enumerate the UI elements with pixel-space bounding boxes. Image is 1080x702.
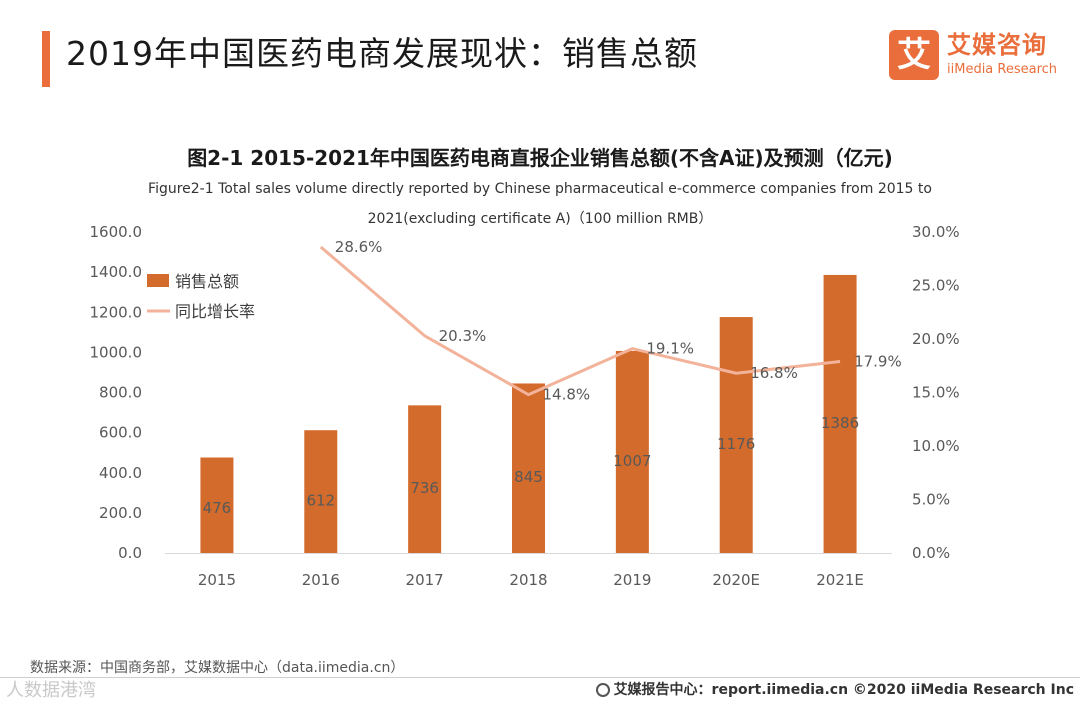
footer-credit-text: 艾媒报告中心：report.iimedia.cn ©2020 iiMedia R… xyxy=(613,682,1074,698)
watermark: 人数据港湾 xyxy=(6,680,96,701)
brand-logo: 艾 艾媒咨询 iiMedia Research xyxy=(889,30,1064,82)
x-tick-label: 2016 xyxy=(302,571,340,589)
bar xyxy=(200,457,234,553)
x-tick-label: 2018 xyxy=(509,571,547,589)
page-title: 2019年中国医药电商发展现状：销售总额 xyxy=(66,34,698,73)
logo-en-text: iiMedia Research xyxy=(947,62,1058,77)
chart-title: 图2-1 2015-2021年中国医药电商直报企业销售总额(不含A证)及预测（亿… xyxy=(187,146,893,170)
y-left-tick-label: 800.0 xyxy=(99,384,142,402)
y-right-tick-label: 10.0% xyxy=(912,437,960,455)
bar xyxy=(512,383,545,553)
bar xyxy=(719,317,753,553)
bar xyxy=(615,350,649,553)
bar xyxy=(408,405,442,553)
bar-value-label: 1007 xyxy=(613,452,651,470)
line-value-label: 28.6% xyxy=(335,238,383,256)
legend-swatch-bar xyxy=(147,274,169,287)
y-left-tick-label: 1000.0 xyxy=(90,343,143,361)
bar xyxy=(304,430,338,553)
x-tick-label: 2021E xyxy=(816,571,864,589)
y-left-tick-label: 200.0 xyxy=(99,504,142,522)
line-value-label: 19.1% xyxy=(646,340,694,358)
line-value-label: 16.8% xyxy=(750,364,798,382)
y-right-tick-label: 0.0% xyxy=(912,544,950,562)
growth-rate-line xyxy=(319,245,841,397)
x-tick-label: 2015 xyxy=(198,571,236,589)
y-right-tick-label: 30.0% xyxy=(912,223,960,241)
y-left-tick-label: 1400.0 xyxy=(90,263,143,281)
bar-value-label: 1386 xyxy=(821,414,859,432)
title-accent-bar xyxy=(42,31,50,87)
y-left-tick-label: 1200.0 xyxy=(90,303,143,321)
chart-subtitle-line1: Figure2-1 Total sales volume directly re… xyxy=(148,181,932,197)
y-left-tick-label: 400.0 xyxy=(99,464,142,482)
x-tick-label: 2017 xyxy=(406,571,444,589)
globe-icon xyxy=(595,683,610,697)
x-tick-label: 2019 xyxy=(613,571,651,589)
bar-value-label: 476 xyxy=(203,499,232,517)
y-left-tick-label: 0.0 xyxy=(118,544,142,562)
legend-label-line: 同比增长率 xyxy=(175,302,255,321)
logo-cn-text: 艾媒咨询 xyxy=(947,31,1047,59)
footer-credit: 艾媒报告中心：report.iimedia.cn ©2020 iiMedia R… xyxy=(595,679,1074,699)
bar-value-label: 1176 xyxy=(717,435,755,453)
y-right-tick-label: 25.0% xyxy=(912,277,960,295)
line-value-label: 17.9% xyxy=(854,352,902,370)
bar xyxy=(823,274,857,553)
line-value-label: 20.3% xyxy=(439,327,487,345)
x-tick-label: 2020E xyxy=(712,571,760,589)
bar-value-label: 845 xyxy=(514,468,543,486)
bar-value-label: 612 xyxy=(306,492,335,510)
y-left-tick-label: 1600.0 xyxy=(90,223,143,241)
logo-mark: 艾 xyxy=(889,30,939,80)
y-right-tick-label: 5.0% xyxy=(912,491,950,509)
bar-value-label: 736 xyxy=(410,479,439,497)
footer-divider xyxy=(0,677,1080,678)
y-right-tick-label: 15.0% xyxy=(912,384,960,402)
legend-label-bar: 销售总额 xyxy=(175,272,239,291)
y-left-tick-label: 600.0 xyxy=(99,424,142,442)
data-source: 数据来源：中国商务部，艾媒数据中心（data.iimedia.cn） xyxy=(30,660,405,676)
chart-subtitle-line2: 2021(excluding certificate A)（100 millio… xyxy=(367,211,713,227)
y-right-tick-label: 20.0% xyxy=(912,330,960,348)
line-value-label: 14.8% xyxy=(543,386,591,404)
